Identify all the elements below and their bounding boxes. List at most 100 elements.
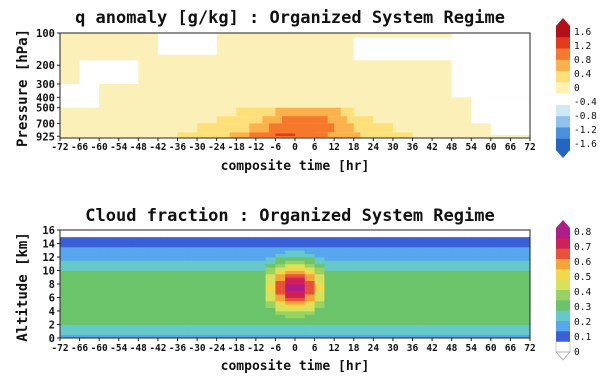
cf-cell: [383, 270, 394, 275]
cf-cell: [510, 324, 521, 329]
cf-cell: [167, 243, 178, 248]
cf-cell: [295, 257, 306, 261]
cf-cell: [79, 243, 90, 248]
cf-cell: [490, 311, 502, 315]
cf-cell: [128, 273, 139, 278]
cf-cell: [118, 280, 129, 285]
cf-cell: [89, 236, 100, 241]
cf-cell: [402, 243, 413, 248]
cf-cell: [157, 327, 169, 332]
cf-cell: [520, 307, 531, 312]
cf-cell: [441, 253, 453, 258]
cf-cell: [89, 321, 100, 325]
cf-cell: [148, 290, 159, 295]
cf-cell: [363, 263, 374, 268]
cf-cell: [481, 297, 492, 302]
cf-cell: [363, 311, 374, 315]
cf-cell: [520, 240, 531, 244]
cf-colorbar-segment: [556, 331, 570, 343]
cf-x-tick-label: -42: [149, 343, 166, 354]
cf-cell: [451, 257, 462, 261]
cf-cell: [79, 253, 90, 258]
cf-cell: [226, 263, 237, 268]
cf-cell: [187, 260, 198, 265]
cf-cell: [285, 260, 296, 265]
q-x-tick-label: 12: [328, 142, 339, 153]
cf-cell: [353, 307, 364, 312]
cf-cell: [285, 290, 296, 295]
cf-cell: [138, 236, 149, 241]
cf-cell: [99, 300, 110, 305]
cf-cell: [206, 267, 218, 271]
cf-cell: [236, 321, 247, 325]
cf-cell: [206, 263, 218, 268]
cf-cell: [520, 304, 531, 309]
cf-cell: [392, 250, 404, 255]
cf-cell: [157, 300, 169, 305]
q-colorbar-segment: [556, 104, 570, 117]
cf-cell: [402, 236, 413, 241]
cf-cell: [500, 321, 511, 325]
cf-cell: [99, 287, 110, 292]
cf-colorbar-tick-label: 0.2: [574, 317, 591, 328]
cf-cell: [246, 250, 257, 255]
cf-cell: [167, 267, 178, 271]
cf-cell: [314, 290, 325, 295]
q-x-tick-label: 48: [446, 142, 458, 153]
cf-cell: [108, 311, 120, 315]
cf-cell: [89, 277, 100, 282]
cf-cell: [451, 294, 462, 298]
cf-cell: [167, 250, 178, 255]
cf-cell: [236, 277, 247, 282]
cf-cell: [432, 280, 443, 285]
cf-cell: [314, 334, 325, 339]
cf-cell: [60, 230, 71, 234]
cf-cell: [481, 327, 492, 332]
cf-cell: [363, 250, 374, 255]
cf-cell: [79, 260, 90, 265]
cf-cell: [285, 297, 296, 302]
cf-cell: [471, 246, 482, 251]
cf-cell: [206, 324, 218, 329]
cf-cell: [295, 230, 306, 234]
cf-cell: [246, 314, 257, 319]
cf-cell: [343, 273, 355, 278]
cf-cell: [412, 331, 423, 336]
cf-cell: [432, 243, 443, 248]
cf-cell: [304, 246, 315, 251]
cf-cell: [471, 321, 482, 325]
cf-cell: [461, 294, 472, 298]
cf-cell: [265, 253, 276, 258]
cf-cell: [363, 267, 374, 271]
cf-cell: [197, 263, 208, 268]
cf-cell: [373, 230, 384, 234]
cf-cell: [79, 327, 90, 332]
cf-cell: [461, 246, 472, 251]
cf-cell: [128, 284, 139, 288]
cf-cell: [481, 230, 492, 234]
cf-colorbar-tick-label: 0.5: [574, 272, 591, 283]
cf-cell: [412, 257, 423, 261]
cf-cell: [373, 294, 384, 298]
cf-cell: [373, 250, 384, 255]
cf-cell: [265, 287, 276, 292]
cf-cell: [471, 314, 482, 319]
cf-cell: [324, 267, 335, 271]
cf-cell: [79, 321, 90, 325]
cf-cell: [441, 240, 453, 244]
cf-cell: [481, 267, 492, 271]
cf-cell: [236, 257, 247, 261]
cf-cell: [392, 236, 404, 241]
cf-cell: [226, 233, 237, 238]
cf-cell: [490, 324, 502, 329]
cf-cell: [451, 284, 462, 288]
cf-cell: [481, 280, 492, 285]
cf-cell: [334, 277, 345, 282]
cf-cell: [471, 240, 482, 244]
cf-cell: [402, 304, 413, 309]
cf-cell: [441, 236, 453, 241]
cf-cell: [471, 236, 482, 241]
cf-cell: [490, 321, 502, 325]
cf-cell: [520, 267, 531, 271]
cf-cell: [99, 260, 110, 265]
